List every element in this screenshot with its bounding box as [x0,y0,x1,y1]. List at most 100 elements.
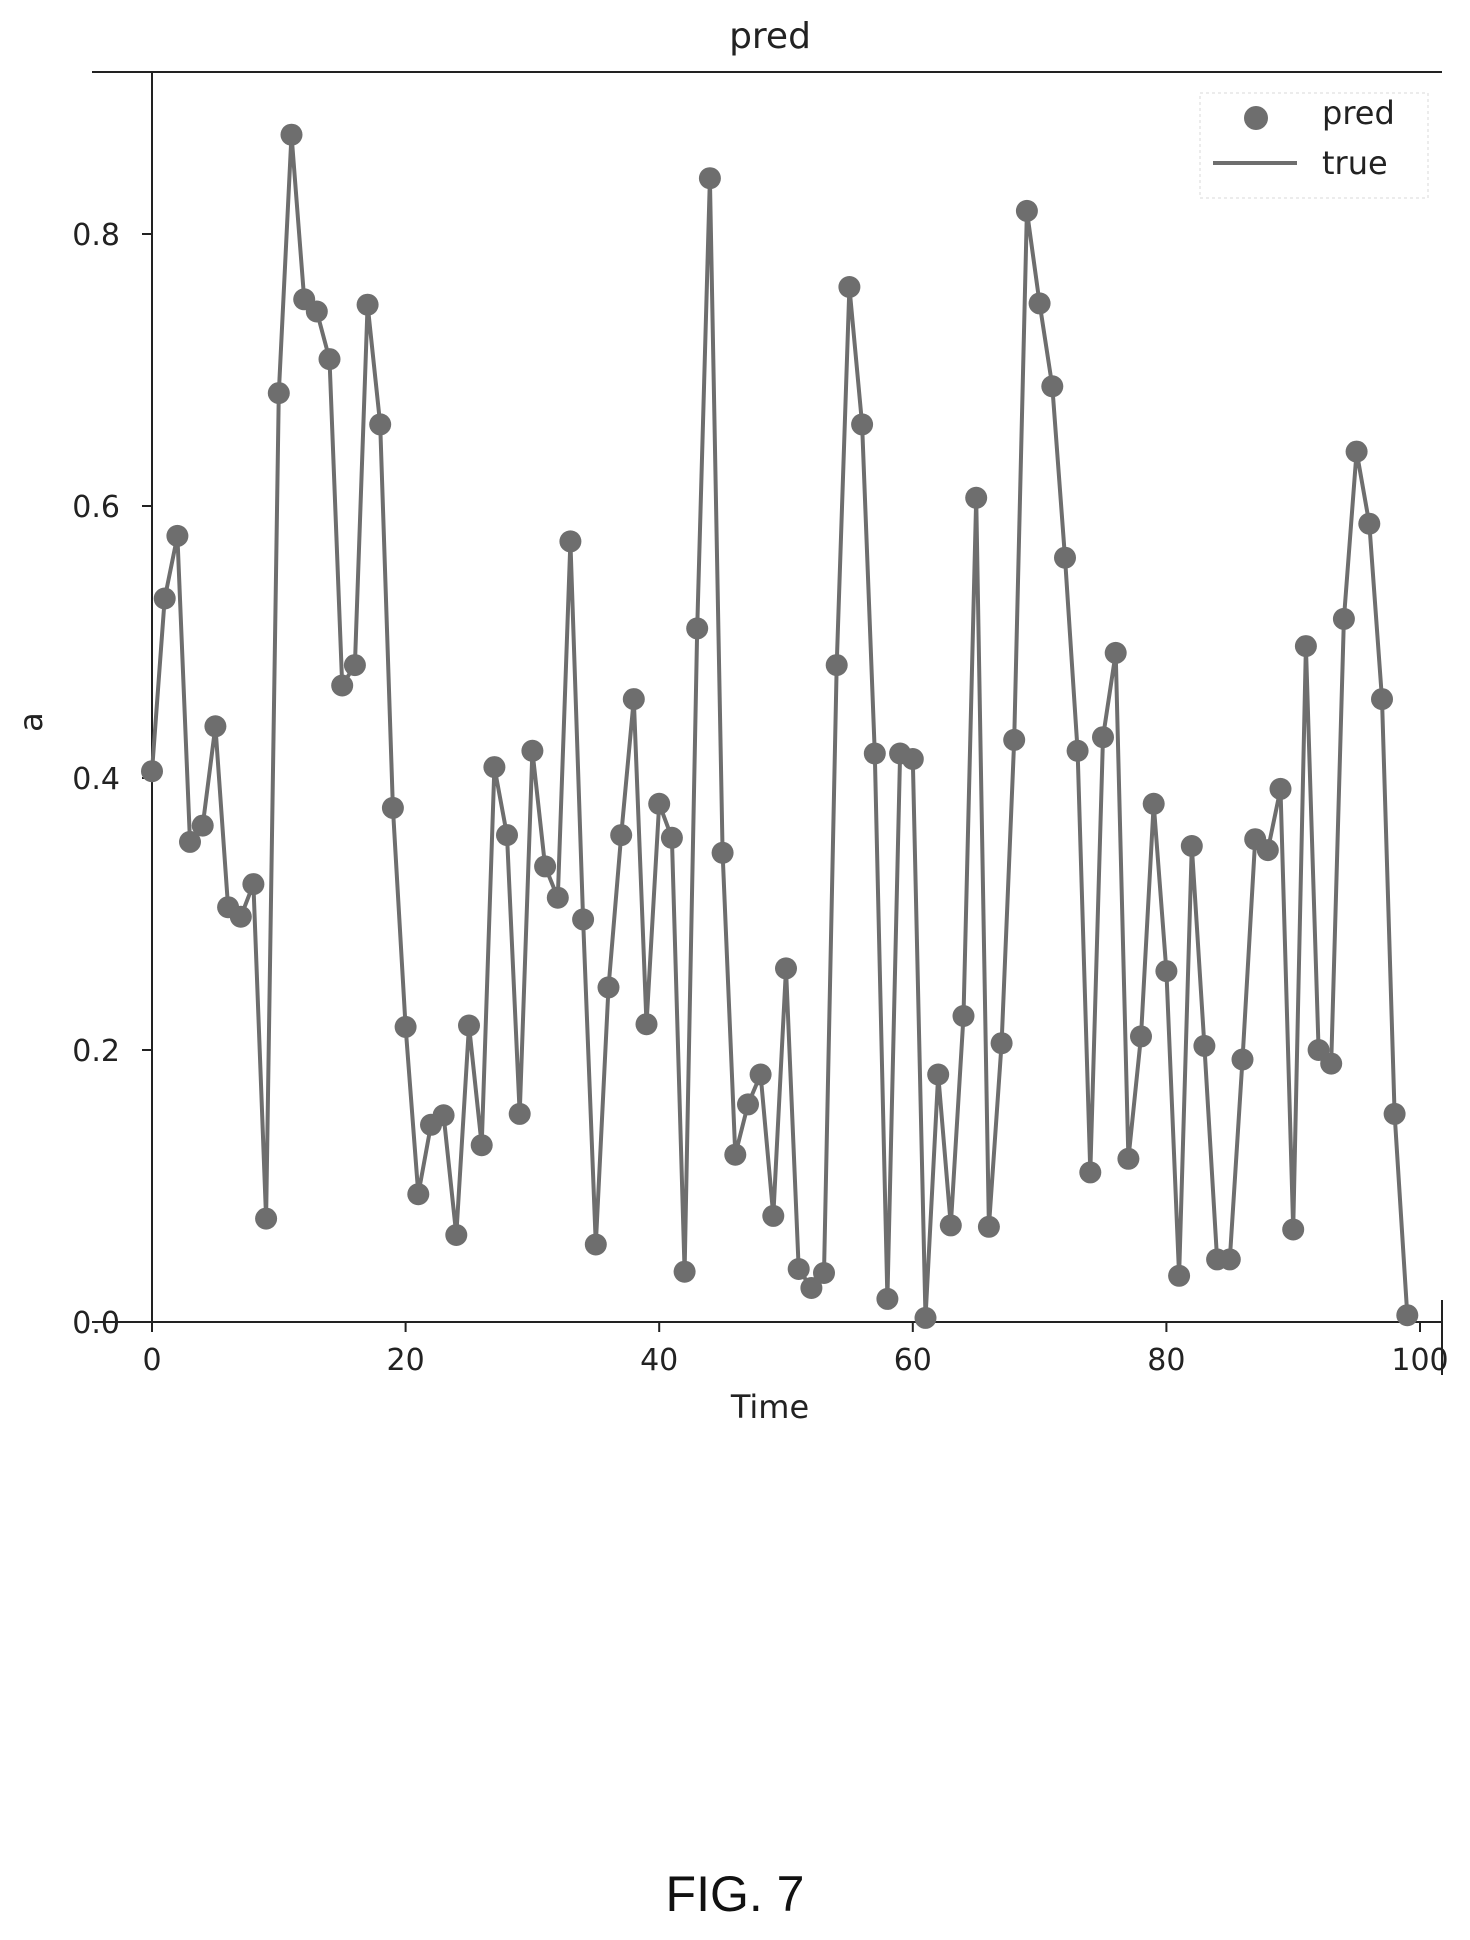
data-point-pred [1054,546,1076,569]
data-point-pred [1193,1034,1216,1057]
data-point-pred [1003,728,1026,751]
data-point-pred [749,1063,772,1086]
data-point-pred [508,1102,531,1125]
figure-caption: FIG. 7 [665,1866,805,1922]
data-point-pred [610,824,633,847]
data-point-pred [1104,641,1127,664]
data-point-pred [229,905,252,928]
data-point-pred [305,300,328,323]
chart-title: pred [729,16,811,57]
data-point-pred [559,530,582,553]
legend-box [1199,92,1429,199]
data-point-pred [394,1015,417,1038]
data-point-pred [331,674,354,697]
data-point-pred [838,276,861,298]
data-point-pred [153,587,176,610]
data-point-pred [369,413,392,436]
data-point-pred [1130,1025,1152,1048]
data-point-pred [698,167,721,190]
data-point-pred [318,348,341,371]
data-point-pred [876,1287,899,1310]
x-tick-label: 0 [142,1343,161,1378]
y-tick-label: 0.2 [72,1034,120,1069]
data-point-pred [255,1207,278,1230]
x-tick-label: 60 [894,1343,932,1378]
data-point-pred [280,123,303,146]
data-point-pred [622,688,645,711]
legend-label-pred: pred [1322,94,1395,132]
data-point-pred [470,1134,493,1157]
y-tick-label: 0.0 [72,1306,120,1341]
data-point-pred [204,715,227,738]
data-point-pred [166,524,189,547]
x-tick-label: 20 [387,1343,425,1378]
series-line-true [150,132,1410,1320]
data-point-pred [648,792,671,815]
data-point-pred [356,293,379,316]
data-point-pred [483,756,506,779]
data-point-pred [990,1032,1013,1055]
data-point-pred [1371,688,1393,711]
data-point-pred [343,654,366,677]
data-point-pred [1269,777,1292,800]
data-point-pred [1092,726,1114,749]
data-point-pred [1066,739,1089,762]
data-point-pred [787,1258,810,1280]
data-point-pred [1079,1161,1102,1184]
data-point-pred [813,1262,835,1284]
data-point-pred [432,1104,455,1127]
data-point-pred [1180,835,1203,857]
data-point-pred [1041,375,1064,398]
data-point-pred [1168,1264,1191,1287]
data-point-pred [267,382,290,405]
legend-marker-pred [1244,106,1268,130]
data-point-pred [445,1224,468,1246]
data-point-pred [141,760,163,783]
data-point-pred [1345,440,1368,463]
data-point-pred [1358,512,1381,535]
legend-label-true: true [1322,144,1388,182]
data-point-pred [965,486,988,509]
data-point-pred [673,1260,696,1283]
data-point-pred [1282,1218,1305,1241]
x-tick-label: 80 [1147,1343,1185,1378]
y-tick-label: 0.8 [72,218,120,253]
data-point-pred [927,1063,950,1086]
plot-area [141,123,1419,1329]
data-point-pred [597,976,620,999]
x-tick-label: 40 [640,1343,678,1378]
data-point-pred [737,1093,759,1116]
data-point-pred [1015,199,1038,222]
data-point-pred [381,796,404,819]
data-point-pred [1028,292,1051,315]
data-point-pred [851,413,874,436]
data-point-pred [977,1215,1000,1238]
data-point-pred [521,739,544,762]
data-point-pred [1142,792,1165,815]
data-point-pred [1396,1304,1419,1327]
legend: pred true [1199,92,1429,199]
data-point-pred [1332,607,1355,630]
data-point-pred [952,1005,975,1027]
data-point-pred [825,654,848,677]
data-point-pred [1320,1052,1343,1075]
y-tick-label: 0.4 [72,762,120,797]
data-point-pred [1155,960,1178,983]
data-point-pred [762,1204,785,1227]
data-point-pred [496,824,518,847]
data-point-pred [686,617,709,640]
data-point-pred [179,830,201,853]
data-point-pred [775,957,797,980]
data-point-pred [711,841,734,864]
tick-group: 0 20 40 60 80 100 0.0 0.2 0.4 0.6 0.8 [72,218,1448,1378]
data-point-pred [1294,635,1317,658]
data-point-pred [914,1306,937,1329]
data-point-pred [635,1013,658,1036]
data-point-pred [191,814,214,837]
data-point-pred [584,1233,607,1256]
y-axis-label: a [12,712,50,732]
data-point-pred [242,873,265,896]
data-point-pred [407,1183,430,1206]
data-point-pred [1383,1102,1406,1125]
